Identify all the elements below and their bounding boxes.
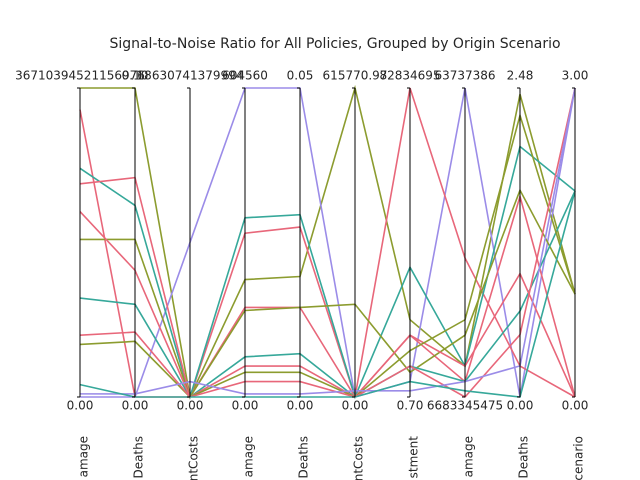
- axis-label: Deaths: [517, 436, 531, 479]
- data-line: [79, 112, 576, 398]
- axis-label: stment: [407, 436, 421, 479]
- tick-label: 0.00: [507, 399, 534, 413]
- tick-label: 0.00: [342, 399, 369, 413]
- data-line: [79, 176, 576, 400]
- tick-label: 63737386: [434, 69, 495, 83]
- tick-label: 2.48: [507, 69, 534, 83]
- tick-label: 615770.97: [323, 69, 388, 83]
- tick-label: 0.10: [122, 69, 149, 83]
- tick-label: 3.00: [562, 69, 589, 83]
- tick-label: 0.00: [287, 399, 314, 413]
- data-line: [79, 188, 576, 399]
- data-line: [79, 211, 576, 399]
- axis-label: ntCosts: [187, 436, 201, 480]
- axis-label: cenario: [572, 436, 586, 480]
- axis-label: amage: [242, 436, 256, 477]
- tick-label: 0.70: [397, 399, 424, 413]
- data-line: [79, 87, 576, 399]
- axis-label: ntCosts: [352, 436, 366, 480]
- tick-label: 6683345475: [427, 399, 503, 413]
- tick-label: 0.00: [562, 399, 589, 413]
- tick-label: 604560: [222, 69, 268, 83]
- tick-label: 0.00: [67, 399, 94, 413]
- data-line: [79, 190, 576, 398]
- tick-label: 82834695: [379, 69, 440, 83]
- data-line: [79, 87, 576, 395]
- axis-label: amage: [462, 436, 476, 477]
- data-line: [79, 84, 576, 400]
- tick-label: 0.00: [177, 399, 204, 413]
- tick-label: 0.00: [232, 399, 259, 413]
- data-line: [79, 190, 576, 399]
- tick-label: 0.00: [122, 399, 149, 413]
- tick-label: 0.05: [287, 69, 314, 83]
- axis-label: amage: [77, 436, 91, 477]
- tick-label: 36710394521156976: [15, 69, 145, 83]
- chart-title: Signal-to-Noise Ratio for All Policies, …: [109, 36, 560, 52]
- axis-label: Deaths: [132, 436, 146, 479]
- tick-label: 18630741379994: [137, 69, 244, 83]
- axis-label: Deaths: [297, 436, 311, 479]
